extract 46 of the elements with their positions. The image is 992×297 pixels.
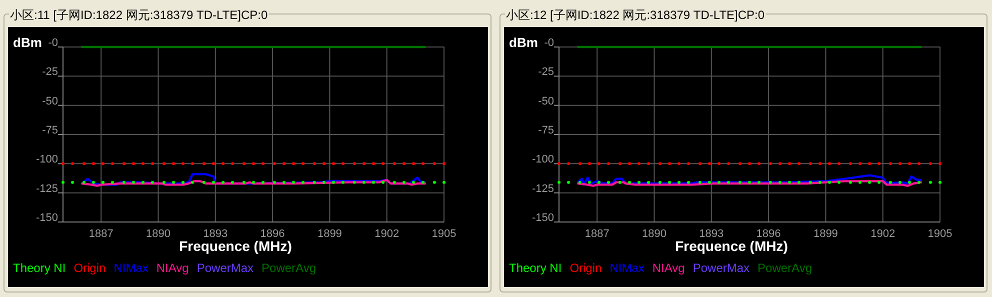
- legend-label: PowerMax: [196, 261, 254, 275]
- y-tick-label: -0: [544, 37, 554, 49]
- y-tick-label: -25: [42, 66, 58, 78]
- x-tick-label: 1899: [813, 228, 838, 240]
- x-tick-label: 1896: [260, 228, 285, 240]
- text: Origin: [74, 261, 106, 275]
- y-tick-label: -125: [532, 182, 554, 195]
- text: Theory NI: [13, 261, 66, 275]
- text: PowerAvg: [262, 261, 316, 275]
- y-axis-title: dBm: [509, 35, 538, 50]
- text: NIAvg: [652, 261, 685, 275]
- x-tick-label: 1902: [374, 228, 400, 240]
- y-tick-label: -75: [538, 124, 554, 136]
- x-tick-label: 1887: [88, 228, 114, 240]
- x-tick-label: 1902: [870, 228, 896, 240]
- x-tick-label: 1905: [928, 228, 952, 240]
- y-tick-label: -0: [48, 37, 58, 49]
- text: NIAvg: [156, 261, 189, 275]
- text: Theory NI: [509, 261, 562, 275]
- y-tick-label: -100: [532, 154, 554, 166]
- y-tick-label: -150: [36, 212, 58, 224]
- x-tick-label: 1890: [642, 228, 666, 240]
- text: PowerAvg: [758, 261, 812, 275]
- x-tick-label: 1890: [146, 228, 170, 240]
- text: NIMax: [114, 261, 148, 275]
- x-tick-label: 1896: [756, 228, 781, 240]
- x-axis-title: Frequence (MHz): [675, 238, 788, 254]
- y-tick-label: -50: [42, 95, 58, 108]
- chart-title: 小区:11 [子网ID:1822 网元:318379 TD-LTE]CP:0: [10, 8, 268, 22]
- y-tick-label: -50: [538, 95, 554, 108]
- y-tick-label: -25: [538, 66, 554, 78]
- y-tick-label: -100: [36, 154, 58, 166]
- x-tick-label: 1899: [317, 228, 342, 240]
- y-tick-label: -125: [36, 182, 58, 195]
- x-tick-label: 1893: [699, 228, 724, 240]
- text: Origin: [570, 261, 602, 275]
- x-tick-label: 1905: [432, 228, 456, 240]
- chart-title: 小区:12 [子网ID:1822 网元:318379 TD-LTE]CP:0: [506, 8, 765, 22]
- y-axis-title: dBm: [13, 35, 42, 50]
- legend-label: PowerMax: [692, 261, 750, 275]
- x-axis-title: Frequence (MHz): [179, 238, 292, 254]
- x-tick-label: 1887: [584, 228, 610, 240]
- x-tick-label: 1893: [203, 228, 228, 240]
- text: NIMax: [610, 261, 644, 275]
- y-tick-label: -150: [532, 212, 554, 224]
- y-tick-label: -75: [42, 124, 58, 136]
